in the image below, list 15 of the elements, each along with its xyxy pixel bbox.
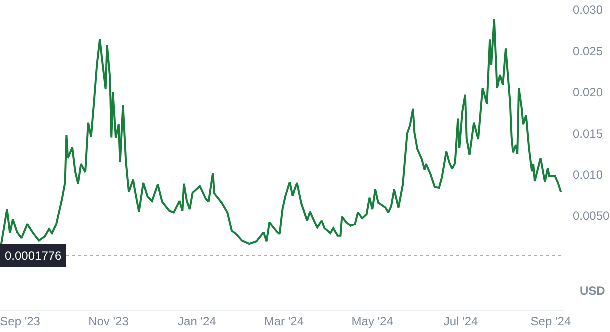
x-tick-label: Sep '23	[0, 314, 41, 328]
x-tick-label: Jul '24	[444, 314, 479, 328]
y-tick-label: 0.015	[573, 126, 604, 141]
y-axis-title: USD	[580, 284, 606, 298]
y-tick-label: 0.010	[573, 168, 604, 182]
x-tick-label: Mar '24	[264, 314, 304, 328]
y-tick-label: 0.0050	[573, 209, 610, 224]
y-tick-label: 0.020	[573, 86, 604, 100]
x-tick-label: Jan '24	[178, 314, 217, 328]
x-tick-label: May '24	[352, 314, 394, 328]
y-tick-label: 0.025	[573, 44, 604, 58]
ref-line-label: 0.0001776	[5, 249, 62, 263]
y-tick-label: 0.030	[573, 3, 604, 18]
x-tick-label: Sep '24	[530, 314, 572, 328]
x-tick-label: Nov '23	[88, 314, 130, 328]
